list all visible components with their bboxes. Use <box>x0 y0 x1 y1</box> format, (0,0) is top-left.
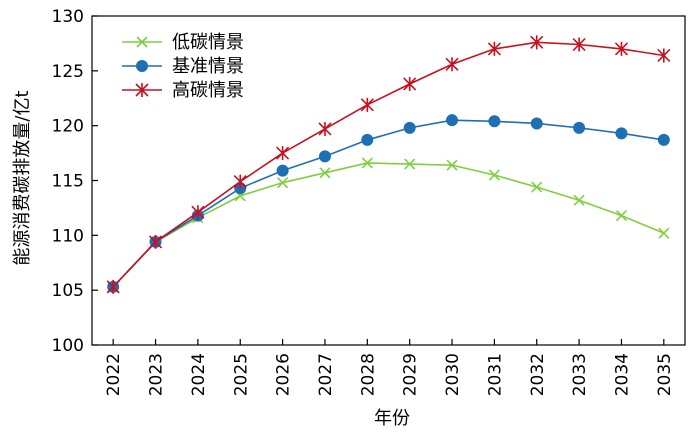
data-point <box>319 167 331 179</box>
series-line <box>112 119 664 288</box>
data-point <box>277 177 289 189</box>
x-tick-label: 2030 <box>443 353 463 396</box>
legend-marker <box>136 60 148 72</box>
data-point <box>318 150 331 163</box>
y-tick-label: 110 <box>52 226 84 246</box>
data-point <box>191 205 205 220</box>
data-point <box>361 133 374 146</box>
x-tick-label: 2028 <box>358 353 378 396</box>
data-point <box>530 117 543 130</box>
data-point <box>487 41 501 56</box>
data-point <box>445 57 459 72</box>
x-tick-label: 2026 <box>274 353 294 396</box>
data-point <box>403 76 417 91</box>
x-tick-label: 2034 <box>612 353 632 396</box>
legend-item: 基准情景 <box>122 56 244 77</box>
data-point <box>531 181 543 193</box>
y-tick-label: 100 <box>52 336 84 356</box>
series-0 <box>107 157 670 293</box>
data-point <box>573 194 585 206</box>
y-tick-label: 105 <box>52 281 84 301</box>
data-point <box>360 97 374 112</box>
legend-label: 低碳情景 <box>172 32 244 53</box>
x-tick-label: 2025 <box>231 353 251 396</box>
series-line <box>112 41 664 288</box>
x-tick-label: 2032 <box>528 353 548 396</box>
data-point <box>318 121 332 136</box>
data-point <box>276 164 289 177</box>
data-point <box>446 114 459 127</box>
data-point <box>488 115 501 128</box>
series-line <box>112 162 665 288</box>
data-point <box>573 121 586 134</box>
legend-item: 高碳情景 <box>122 80 244 101</box>
x-axis-title: 年份 <box>374 408 410 429</box>
x-tick-label: 2027 <box>316 353 336 396</box>
data-point <box>106 279 120 294</box>
y-tick-label: 130 <box>52 7 84 27</box>
x-tick-label: 2031 <box>485 353 505 396</box>
legend-marker <box>135 83 149 97</box>
legend-label: 高碳情景 <box>172 80 244 101</box>
data-point <box>657 133 670 146</box>
data-point <box>361 157 373 169</box>
data-point <box>403 121 416 134</box>
data-point <box>658 227 670 239</box>
y-tick-label: 115 <box>52 172 84 192</box>
data-point <box>404 158 416 170</box>
legend-marker <box>136 36 148 48</box>
legend-item: 低碳情景 <box>122 32 244 53</box>
x-tick-label: 2023 <box>147 353 167 396</box>
data-point <box>615 210 628 222</box>
data-point <box>657 48 671 63</box>
data-point <box>614 41 629 56</box>
y-tick-label: 120 <box>52 117 84 137</box>
data-point <box>488 169 500 181</box>
y-tick-label: 125 <box>52 62 84 82</box>
x-tick-label: 2024 <box>189 353 209 396</box>
data-point <box>446 159 458 171</box>
x-tick-label: 2022 <box>104 353 124 396</box>
data-point <box>530 35 544 50</box>
legend-label: 基准情景 <box>172 56 244 77</box>
x-tick-label: 2029 <box>401 353 421 396</box>
x-tick-label: 2033 <box>570 353 590 396</box>
series-2 <box>106 35 671 294</box>
data-point <box>276 146 290 161</box>
data-point <box>233 174 247 189</box>
series-1 <box>107 114 670 293</box>
data-point <box>148 234 163 249</box>
data-point <box>572 37 586 52</box>
data-point <box>615 127 628 140</box>
x-tick-label: 2035 <box>655 353 675 396</box>
y-axis-title: 能源消费碳排放量/亿t <box>12 90 33 265</box>
